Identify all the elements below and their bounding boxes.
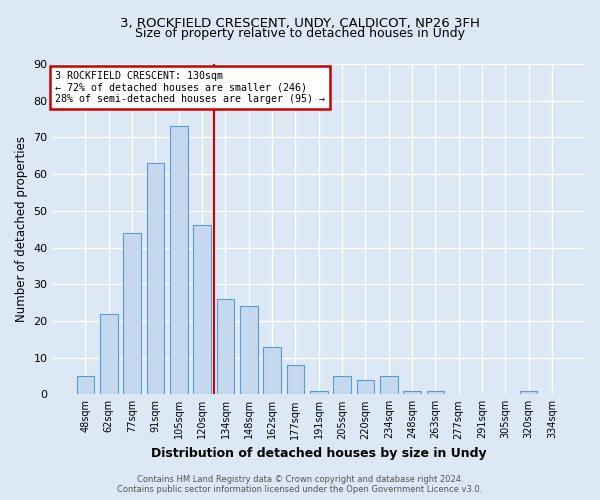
Bar xyxy=(147,163,164,394)
Bar xyxy=(403,390,421,394)
Bar xyxy=(310,390,328,394)
Bar xyxy=(217,299,234,394)
Bar xyxy=(520,390,538,394)
Bar xyxy=(100,314,118,394)
Bar xyxy=(124,233,141,394)
X-axis label: Distribution of detached houses by size in Undy: Distribution of detached houses by size … xyxy=(151,447,487,460)
Bar xyxy=(287,365,304,394)
Text: 3 ROCKFIELD CRESCENT: 130sqm
← 72% of detached houses are smaller (246)
28% of s: 3 ROCKFIELD CRESCENT: 130sqm ← 72% of de… xyxy=(55,70,325,104)
Y-axis label: Number of detached properties: Number of detached properties xyxy=(15,136,28,322)
Text: Size of property relative to detached houses in Undy: Size of property relative to detached ho… xyxy=(135,28,465,40)
Bar xyxy=(193,226,211,394)
Bar xyxy=(263,346,281,395)
Bar xyxy=(240,306,257,394)
Bar xyxy=(170,126,188,394)
Bar xyxy=(77,376,94,394)
Text: 3, ROCKFIELD CRESCENT, UNDY, CALDICOT, NP26 3FH: 3, ROCKFIELD CRESCENT, UNDY, CALDICOT, N… xyxy=(120,18,480,30)
Bar xyxy=(380,376,398,394)
Bar xyxy=(356,380,374,394)
Bar xyxy=(334,376,351,394)
Text: Contains HM Land Registry data © Crown copyright and database right 2024.
Contai: Contains HM Land Registry data © Crown c… xyxy=(118,474,482,494)
Bar xyxy=(427,390,444,394)
